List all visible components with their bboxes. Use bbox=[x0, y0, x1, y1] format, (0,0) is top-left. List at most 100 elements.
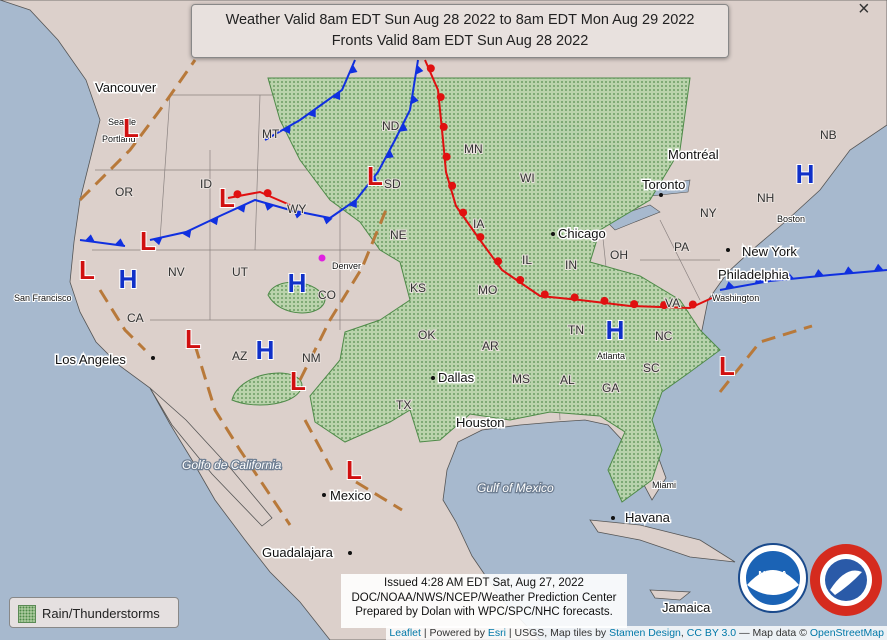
front-symbol bbox=[415, 64, 424, 75]
noaa-logo: NOAA bbox=[738, 543, 808, 613]
title-box: Weather Valid 8am EDT Sun Aug 28 2022 to… bbox=[191, 4, 729, 58]
issued-box: Issued 4:28 AM EDT Sat, Aug 27, 2022 DOC… bbox=[341, 574, 627, 628]
pressure-center: L bbox=[140, 226, 156, 256]
water-label: Golfo de California bbox=[182, 458, 282, 472]
front-symbol bbox=[293, 210, 304, 219]
text: Powered by bbox=[429, 627, 485, 639]
legend-swatch bbox=[18, 605, 36, 623]
state-label: WI bbox=[520, 171, 535, 185]
link[interactable]: Esri bbox=[487, 627, 506, 639]
pressure-center: L bbox=[367, 161, 383, 191]
trough bbox=[78, 59, 197, 202]
rain-areas bbox=[231, 77, 721, 503]
state-label: UT bbox=[232, 265, 249, 279]
state-label: IN bbox=[565, 258, 577, 272]
link[interactable]: Leaflet bbox=[389, 627, 421, 639]
link[interactable]: OpenStreetMap bbox=[809, 627, 884, 639]
city-dot bbox=[726, 248, 730, 252]
city-label: Vancouver bbox=[95, 80, 157, 95]
front-symbol bbox=[660, 301, 669, 310]
city-dot bbox=[551, 232, 555, 236]
attribution: Leaflet | Powered by Esri | USGS, Map ti… bbox=[386, 626, 887, 640]
city-label: Houston bbox=[456, 415, 504, 430]
fronts bbox=[78, 59, 887, 526]
state-label: MN bbox=[464, 142, 483, 156]
front-symbol bbox=[873, 263, 884, 272]
trough bbox=[193, 344, 292, 526]
issued-line: Issued 4:28 AM EDT Sat, Aug 27, 2022 bbox=[384, 577, 584, 589]
city-label: New York bbox=[742, 244, 797, 259]
front-symbol bbox=[448, 181, 457, 190]
front-symbol bbox=[236, 204, 246, 213]
front-symbol bbox=[436, 93, 445, 102]
state-label: NY bbox=[700, 206, 717, 220]
front-symbol bbox=[540, 290, 549, 299]
state-label: MS bbox=[512, 372, 530, 386]
pressure-center: L bbox=[185, 324, 201, 354]
city-label: Chicago bbox=[558, 226, 606, 241]
front-symbol bbox=[331, 91, 341, 100]
city-label: Atlanta bbox=[597, 351, 625, 361]
trough bbox=[298, 204, 390, 381]
city-label: Guadalajara bbox=[262, 545, 334, 560]
city-label: Dallas bbox=[438, 370, 475, 385]
state-label: OR bbox=[115, 185, 133, 199]
front-symbol bbox=[263, 189, 272, 198]
city-label: Seattle bbox=[108, 117, 136, 127]
city-dot bbox=[611, 516, 615, 520]
state-label: OH bbox=[610, 248, 628, 262]
front-symbol bbox=[349, 64, 358, 74]
city-dot bbox=[431, 376, 435, 380]
issued-line: DOC/NOAA/NWS/NCEP/Weather Prediction Cen… bbox=[351, 591, 617, 604]
legend: Rain/Thunderstorms bbox=[9, 597, 179, 628]
cold-front bbox=[264, 59, 356, 141]
warm-front bbox=[424, 59, 713, 310]
cuba bbox=[589, 519, 736, 563]
city-dot bbox=[151, 356, 155, 360]
city-dot bbox=[322, 493, 326, 497]
front-symbol bbox=[209, 216, 219, 226]
marker bbox=[318, 254, 326, 262]
cold-front bbox=[719, 269, 887, 291]
city-label: Miami bbox=[652, 480, 676, 490]
issued-line: Prepared by Dolan with WPC/SPC/NHC forec… bbox=[355, 606, 613, 618]
trough bbox=[355, 480, 403, 512]
state-label: SD bbox=[384, 177, 401, 191]
city-label: Portland bbox=[102, 134, 136, 144]
front-symbol bbox=[182, 229, 192, 238]
link[interactable]: Stamen Design bbox=[609, 627, 681, 639]
state-label: TX bbox=[396, 398, 411, 412]
noaa-text: NOAA bbox=[758, 570, 787, 581]
front-symbol bbox=[114, 238, 125, 246]
state-label: IL bbox=[522, 253, 532, 267]
pressure-center: H bbox=[256, 335, 275, 365]
front-symbol bbox=[152, 237, 163, 246]
text: | bbox=[423, 627, 427, 639]
front-symbol bbox=[322, 216, 333, 225]
front-symbol bbox=[264, 202, 275, 211]
front-symbol bbox=[784, 272, 795, 280]
legend-label: Rain/Thunderstorms bbox=[42, 606, 160, 621]
front-symbol bbox=[630, 300, 639, 309]
pressure-center: L bbox=[719, 351, 735, 381]
pressure-center: L bbox=[79, 255, 95, 285]
front-symbol bbox=[348, 199, 357, 209]
city-label: Montréal bbox=[668, 147, 719, 162]
city-label: Boston bbox=[777, 214, 805, 224]
water-label: Gulf of Mexico bbox=[477, 481, 554, 495]
state-label: MT bbox=[262, 127, 280, 141]
front-symbol bbox=[368, 175, 378, 184]
pressure-center: L bbox=[290, 366, 306, 396]
city-label: Havana bbox=[625, 510, 671, 525]
baja bbox=[149, 387, 273, 527]
front-symbol bbox=[442, 152, 451, 161]
link[interactable]: CC BY 3.0 bbox=[686, 627, 737, 639]
city-label: Philadelphia bbox=[718, 267, 790, 282]
close-button[interactable]: × bbox=[858, 0, 870, 20]
city-label: Denver bbox=[332, 261, 361, 271]
text: — Map data © bbox=[739, 627, 807, 639]
state-label: NM bbox=[302, 351, 321, 365]
front-symbol bbox=[754, 276, 765, 284]
state-label: CA bbox=[127, 311, 144, 325]
